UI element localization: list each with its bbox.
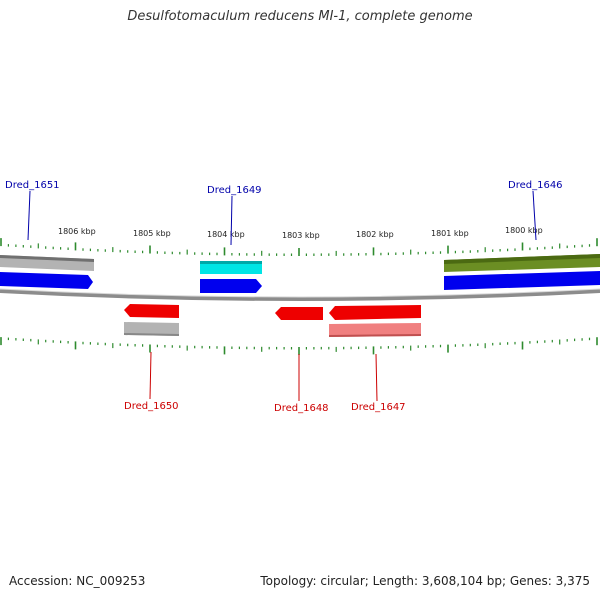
gene-label-dred-1646[interactable]: Dred_1646	[508, 180, 563, 191]
reverse-cds-track	[124, 304, 421, 320]
inner-feature-track	[124, 322, 421, 337]
tick-label-1802: 1802 kbp	[356, 230, 394, 239]
feature-fwd-top-gray-edge	[0, 255, 94, 262]
outer-feature-track	[0, 254, 600, 274]
feature-rev-red-1650[interactable]	[124, 304, 179, 318]
feature-fwd-blue-1651[interactable]	[0, 272, 93, 289]
tick-label-1804: 1804 kbp	[207, 230, 245, 239]
leader-dred-1647	[375, 353, 378, 402]
gene-label-dred-1647[interactable]: Dred_1647	[351, 402, 406, 413]
gene-label-dred-1649[interactable]: Dred_1649	[207, 185, 262, 196]
feature-fwd-top-cyan[interactable]	[200, 261, 262, 274]
feature-fwd-top-cyan-edge	[200, 261, 262, 264]
leader-dred-1651	[27, 190, 31, 241]
tick-labels: 1806 kbp 1805 kbp 1804 kbp 1803 kbp 1802…	[58, 226, 543, 240]
tick-label-1806: 1806 kbp	[58, 227, 96, 236]
tick-label-1803: 1803 kbp	[282, 231, 320, 240]
genome-backbone-highlight	[0, 288, 600, 298]
gene-label-dred-1650[interactable]: Dred_1650	[124, 401, 179, 412]
leader-dred-1649	[230, 195, 233, 246]
accession-text: Accession: NC_009253	[9, 574, 146, 588]
gene-label-leaders	[27, 190, 537, 402]
outer-tick-track	[0, 238, 598, 256]
leader-dred-1650	[149, 351, 152, 400]
gene-label-dred-1651[interactable]: Dred_1651	[5, 180, 60, 191]
genome-summary-text: Topology: circular; Length: 3,608,104 bp…	[260, 574, 590, 588]
tick-label-1800: 1800 kbp	[505, 226, 543, 235]
feature-fwd-blue-1649[interactable]	[200, 279, 262, 293]
feature-fwd-blue-1646[interactable]	[444, 271, 600, 290]
leader-dred-1646	[532, 190, 537, 241]
tick-label-1801: 1801 kbp	[431, 229, 469, 238]
feature-rev-pink-1647[interactable]	[329, 323, 421, 337]
map-title: Desulfotomaculum reducens MI-1, complete…	[127, 9, 473, 24]
inner-tick-track	[0, 337, 598, 355]
feature-rev-gray-1650-edge	[124, 333, 179, 336]
feature-fwd-top-olive-edge	[444, 254, 600, 264]
forward-cds-track	[0, 271, 600, 293]
feature-rev-red-1648[interactable]	[275, 307, 323, 320]
feature-rev-pink-1647-edge	[329, 334, 421, 337]
gene-labels: Dred_1651 Dred_1649 Dred_1646 Dred_1650 …	[5, 180, 563, 414]
tick-label-1805: 1805 kbp	[133, 229, 171, 238]
gene-label-dred-1648[interactable]: Dred_1648	[274, 403, 329, 414]
genome-backbone	[0, 289, 600, 301]
feature-rev-gray-1650[interactable]	[124, 322, 179, 336]
feature-rev-red-1647[interactable]	[329, 305, 421, 320]
